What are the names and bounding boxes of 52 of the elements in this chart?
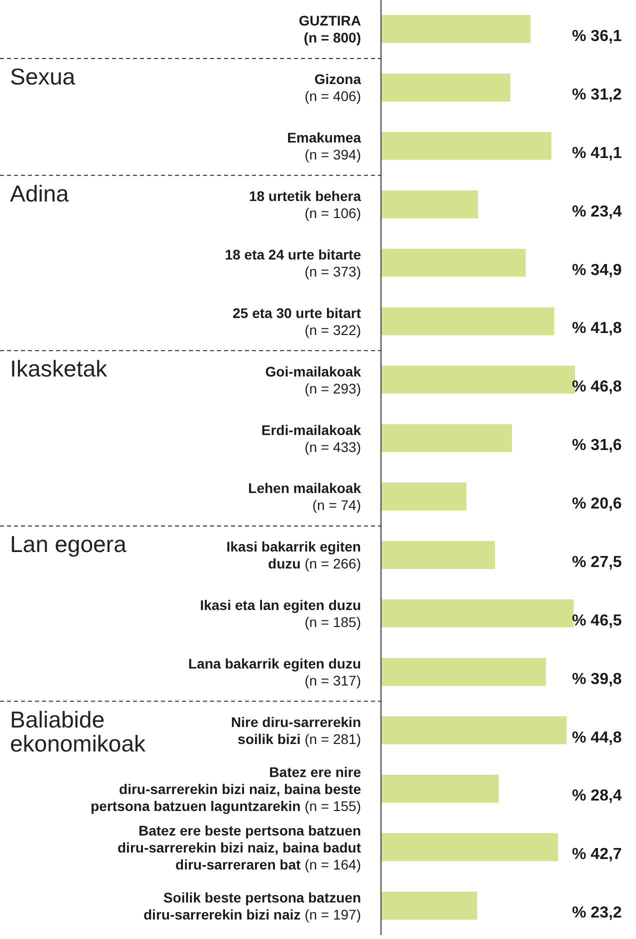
data-label: % 39,8 bbox=[572, 670, 622, 688]
bar bbox=[381, 833, 558, 862]
bar bbox=[381, 15, 531, 43]
data-label: % 44,8 bbox=[572, 729, 622, 746]
y-tick-label: Erdi-mailakoak (n = 433) bbox=[261, 422, 362, 455]
bar bbox=[381, 132, 552, 160]
bar bbox=[381, 482, 466, 510]
data-label: % 41,8 bbox=[572, 320, 622, 338]
y-tick-label: 25 eta 30 urte bitart (n = 322) bbox=[232, 304, 362, 338]
y-tick-label: Batez ere nire diru-sarrerekin bizi naiz, baina beste pertsona batzuen laguntzarekin (n = 155) bbox=[90, 764, 362, 814]
bar bbox=[381, 774, 499, 803]
data-label: % 23,4 bbox=[572, 203, 622, 220]
bar bbox=[381, 658, 546, 686]
data-label: % 46,5 bbox=[572, 612, 622, 630]
bar bbox=[381, 307, 554, 336]
bar bbox=[381, 248, 526, 277]
y-tick-label: GUZTIRA (n = 800) bbox=[298, 12, 361, 46]
text: Lan egoera bbox=[10, 530, 127, 557]
data-label: % 46,8 bbox=[572, 378, 622, 396]
data-label: % 27,5 bbox=[572, 554, 622, 571]
text: Adina bbox=[10, 180, 70, 206]
data-label: % 28,4 bbox=[572, 788, 622, 805]
y-tick-label: 18 urtetik behera (n = 106) bbox=[248, 188, 362, 222]
bar bbox=[381, 716, 567, 744]
y-tick-label: Nire diru-sarrerekin soilik bizi (n = 281) bbox=[231, 714, 361, 747]
data-label: % 34,9 bbox=[572, 262, 622, 279]
data-label: % 31,6 bbox=[572, 437, 622, 454]
y-tick-label: Emakumea (n = 394) bbox=[287, 130, 362, 163]
y-tick-label: Lehen mailakoak (n = 74) bbox=[248, 480, 362, 514]
data-label: % 41,1 bbox=[572, 144, 622, 162]
text: Ikasketak bbox=[10, 356, 108, 382]
data-label: % 31,2 bbox=[572, 86, 622, 104]
y-tick-label: 18 eta 24 urte bitarte (n = 373) bbox=[224, 246, 362, 280]
y-tick-label: Goi-mailakoak (n = 293) bbox=[265, 363, 362, 396]
bar bbox=[381, 73, 510, 102]
y-tick-label: Ikasi eta lan egiten duzu (n = 185) bbox=[200, 597, 361, 630]
bar bbox=[381, 540, 495, 569]
y-tick-label: Batez ere beste pertsona batzuen diru-sarrerekin bizi naiz, baina badut diru-sarreraren bat (n = 164) bbox=[118, 822, 362, 872]
data-label: % 36,1 bbox=[572, 28, 622, 45]
data-label: % 23,2 bbox=[572, 904, 622, 922]
y-tick-label: Soilik beste pertsona batzuen diru-sarrerekin bizi naiz (n = 197) bbox=[144, 889, 361, 922]
text: Sexua bbox=[10, 63, 76, 90]
data-label: % 42,7 bbox=[572, 846, 622, 864]
text: Baliabide ekonomikoak bbox=[10, 706, 146, 756]
bar bbox=[381, 424, 512, 452]
bar bbox=[381, 599, 574, 628]
y-tick-label: Lana bakarrik egiten duzu (n = 317) bbox=[188, 656, 361, 689]
data-label: % 20,6 bbox=[572, 496, 622, 512]
bar bbox=[381, 892, 478, 920]
y-tick-label: Ikasi bakarrik egiten duzu (n = 266) bbox=[226, 538, 361, 572]
bar bbox=[381, 190, 478, 218]
y-tick-label: Gizona (n = 406) bbox=[304, 71, 362, 104]
